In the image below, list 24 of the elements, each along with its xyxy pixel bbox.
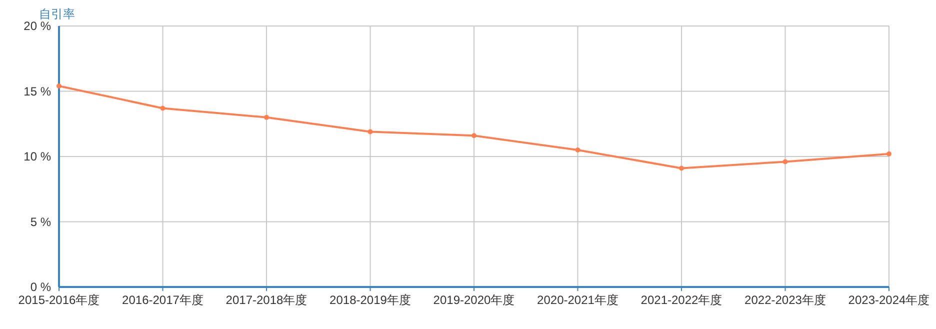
- point: [575, 147, 580, 152]
- x-tick-label: 2023-2024年度: [848, 293, 930, 307]
- x-tick-label: 2017-2018年度: [226, 293, 308, 307]
- point: [679, 166, 684, 171]
- x-tick-label: 2021-2022年度: [640, 293, 722, 307]
- x-tick-label: 2019-2020年度: [433, 293, 515, 307]
- x-tick-label: 2015-2016年度: [18, 293, 100, 307]
- y-tick-label: 20 %: [24, 19, 52, 33]
- x-tick-label: 2018-2019年度: [330, 293, 411, 307]
- point: [56, 84, 62, 89]
- y-tick-label: 5 %: [30, 214, 52, 229]
- point: [160, 106, 166, 111]
- y-axis-title: 自引率: [39, 7, 75, 21]
- point: [264, 114, 269, 120]
- point: [472, 133, 476, 138]
- x-tick-label: 2020-2021年度: [537, 293, 618, 307]
- y-tick-label: 10 %: [24, 150, 52, 164]
- x-tick-label: 2016-2017年度: [122, 293, 204, 307]
- point: [886, 151, 892, 156]
- y-tick-label: 15 %: [24, 84, 52, 98]
- point: [782, 159, 788, 164]
- y-tick-label: 0 %: [30, 280, 52, 294]
- point: [368, 129, 373, 134]
- x-tick-label: 2022-2023年度: [744, 293, 826, 307]
